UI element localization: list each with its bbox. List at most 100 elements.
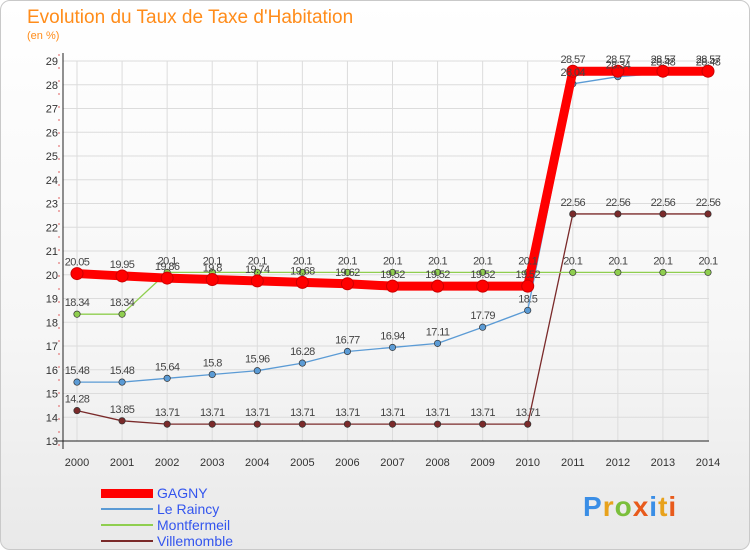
data-point-le-raincy	[73, 378, 81, 386]
legend-label: Le Raincy	[157, 501, 220, 517]
data-label-gagny: 28.57	[561, 54, 586, 66]
x-tick-label: 2013	[651, 457, 675, 469]
data-point-gagny	[476, 279, 490, 293]
data-point-gagny	[340, 277, 354, 291]
data-label-gagny: 28.57	[606, 54, 631, 66]
legend-swatch	[101, 488, 153, 498]
brand-letter: x	[632, 491, 650, 522]
data-label-villemomble: 13.71	[290, 407, 315, 419]
data-label-villemomble: 22.56	[651, 197, 676, 209]
data-point-le-raincy	[524, 306, 532, 314]
x-tick-label: 2006	[335, 457, 359, 469]
legend-label: Villemomble	[157, 533, 233, 549]
x-tick-label: 2005	[290, 457, 314, 469]
data-label-villemomble: 13.71	[380, 407, 405, 419]
data-label-montfermeil: 20.1	[338, 255, 357, 267]
y-tick-label: 16	[46, 365, 58, 377]
data-label-villemomble: 13.71	[200, 407, 225, 419]
data-point-villemomble	[118, 417, 126, 425]
y-tick-label: 27	[46, 104, 58, 116]
legend-item: Villemomble	[101, 533, 233, 549]
x-tick-label: 2000	[65, 457, 89, 469]
data-label-villemomble: 13.71	[155, 407, 180, 419]
data-label-gagny: 19.52	[380, 269, 405, 281]
y-tick-label: 19	[46, 294, 58, 306]
y-tick-label: 20	[46, 270, 58, 282]
data-label-villemomble: 13.71	[425, 407, 450, 419]
x-tick-label: 2008	[425, 457, 449, 469]
data-label-montfermeil: 20.1	[653, 255, 672, 267]
y-tick-label: 28	[46, 80, 58, 92]
data-point-montfermeil	[388, 268, 397, 276]
data-label-villemomble: 22.56	[561, 197, 586, 209]
data-point-villemomble	[434, 420, 442, 428]
legend-item: Montfermeil	[101, 517, 233, 533]
y-tick-label: 23	[46, 199, 58, 211]
data-label-gagny: 19.74	[245, 264, 270, 276]
data-point-le-raincy	[434, 339, 442, 347]
data-point-villemomble	[253, 420, 261, 428]
data-label-montfermeil: 20.1	[698, 255, 717, 267]
chart-title: Evolution du Taux de Taxe d'Habitation	[27, 7, 354, 28]
data-point-gagny	[566, 64, 580, 78]
data-label-gagny: 19.52	[470, 269, 495, 281]
data-point-villemomble	[704, 210, 712, 218]
data-point-le-raincy	[163, 374, 171, 382]
x-tick-label: 2011	[561, 457, 585, 469]
y-tick-label: 24	[46, 175, 58, 187]
data-point-montfermeil	[73, 310, 81, 318]
data-point-villemomble	[298, 420, 306, 428]
data-point-villemomble	[163, 420, 171, 428]
data-point-gagny	[701, 64, 715, 78]
proxiti-logo: Proxiti	[583, 491, 677, 523]
data-label-montfermeil: 20.1	[428, 255, 447, 267]
data-point-gagny	[295, 275, 309, 289]
y-tick-label: 14	[46, 412, 58, 424]
data-label-montfermeil: 20.1	[473, 255, 492, 267]
data-point-montfermeil	[343, 268, 351, 276]
y-tick-label: 21	[46, 246, 58, 258]
data-label-villemomble: 13.71	[335, 407, 360, 419]
data-point-gagny	[70, 267, 84, 281]
y-tick-label: 22	[46, 222, 58, 234]
legend-swatch	[101, 540, 153, 542]
data-label-le-raincy: 16.94	[380, 330, 405, 342]
data-point-gagny	[521, 279, 535, 293]
data-label-montfermeil: 20.1	[518, 255, 537, 267]
data-label-montfermeil: 18.34	[110, 297, 135, 309]
data-label-le-raincy: 28.48	[651, 56, 676, 68]
y-tick-label: 29	[46, 56, 58, 68]
x-tick-label: 2014	[696, 457, 720, 469]
data-label-le-raincy: 17.79	[470, 310, 495, 322]
data-label-le-raincy: 16.77	[335, 334, 360, 346]
data-label-gagny: 19.86	[155, 261, 180, 273]
brand-letter: o	[614, 491, 633, 522]
data-label-villemomble: 13.85	[110, 404, 135, 416]
y-tick-label: 17	[46, 341, 58, 353]
legend-swatch	[101, 508, 153, 510]
data-point-villemomble	[479, 420, 487, 428]
legend: GAGNY Le Raincy Montfermeil Villemomble	[101, 485, 233, 549]
x-tick-label: 2009	[470, 457, 494, 469]
data-point-gagny	[115, 269, 129, 283]
y-tick-label: 15	[46, 389, 58, 401]
data-point-gagny	[250, 274, 264, 288]
data-point-le-raincy	[479, 323, 487, 331]
brand-letter: r	[602, 491, 615, 522]
data-label-le-raincy: 18.5	[518, 293, 537, 305]
legend-swatch	[101, 524, 153, 526]
data-label-montfermeil: 20.1	[383, 255, 402, 267]
data-point-montfermeil	[479, 268, 487, 276]
data-point-gagny	[205, 273, 219, 286]
data-label-le-raincy: 28.04	[561, 67, 586, 79]
legend-item: GAGNY	[101, 485, 233, 501]
data-point-villemomble	[614, 210, 622, 218]
data-point-gagny	[160, 271, 174, 285]
data-label-le-raincy: 16.28	[290, 346, 315, 358]
data-point-villemomble	[569, 210, 577, 218]
y-tick-label: 13	[46, 436, 58, 448]
data-label-le-raincy: 15.64	[155, 361, 180, 373]
data-label-le-raincy: 15.96	[245, 354, 270, 366]
data-point-le-raincy	[208, 370, 216, 379]
